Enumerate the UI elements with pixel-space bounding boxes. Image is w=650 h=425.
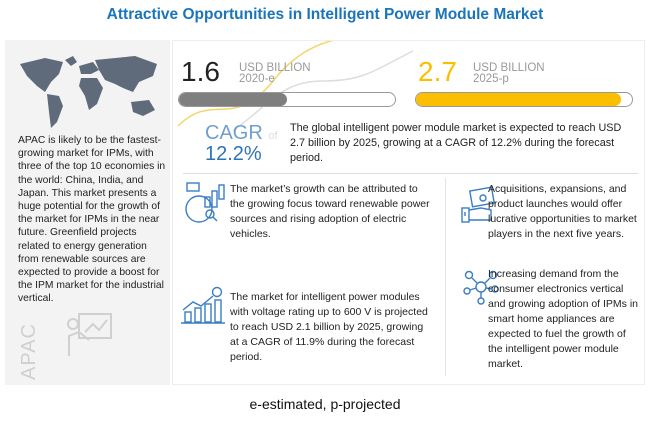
- divider: [183, 173, 638, 174]
- value-2020: 1.6: [181, 56, 220, 87]
- main-panel: 1.6 USD BILLION 2020-e 2.7 USD BILLION 2…: [172, 40, 645, 385]
- network-hub-icon: [463, 270, 499, 305]
- year-2025: 2025-p: [473, 73, 509, 85]
- cagr-value: 12.2%: [205, 143, 262, 165]
- apac-description: APAC is likely to be the fastest-growing…: [18, 135, 166, 305]
- insight-acquisitions: Acquisitions, expansions, and product la…: [488, 183, 637, 240]
- growth-chart-icon: [181, 286, 225, 324]
- cagr-of: of: [268, 130, 278, 142]
- year-2020: 2020-e: [239, 73, 275, 85]
- apac-panel: APAC is likely to be the fastest-growing…: [5, 40, 170, 385]
- divider-vertical: [445, 178, 446, 376]
- insight-consumer-electronics: Increasing demand from the consumer elec…: [488, 268, 639, 370]
- value-2025: 2.7: [418, 56, 457, 87]
- presentation-icon: [67, 313, 112, 356]
- cagr-description: The global intelligent power module mark…: [290, 122, 622, 164]
- world-map-icon: [20, 56, 157, 128]
- progress-2025: [415, 92, 633, 107]
- progress-2020: [178, 92, 396, 107]
- unit-2025: USD BILLION: [473, 62, 545, 74]
- cagr-label: CAGR of: [205, 122, 278, 145]
- page-title: Attractive Opportunities in Intelligent …: [106, 6, 544, 23]
- unit-2020: USD BILLION: [239, 62, 311, 74]
- insight-growth: The market’s growth can be attributed to…: [230, 183, 430, 240]
- apac-watermark: APAC: [17, 323, 40, 380]
- cagr-text: CAGR: [205, 122, 263, 144]
- analytics-icon: [185, 182, 225, 223]
- money-hand-icon: [461, 186, 496, 223]
- footnote: e-estimated, p-projected: [249, 396, 401, 412]
- insight-voltage: The market for intelligent power modules…: [230, 291, 428, 363]
- decorative-curves: [177, 41, 414, 131]
